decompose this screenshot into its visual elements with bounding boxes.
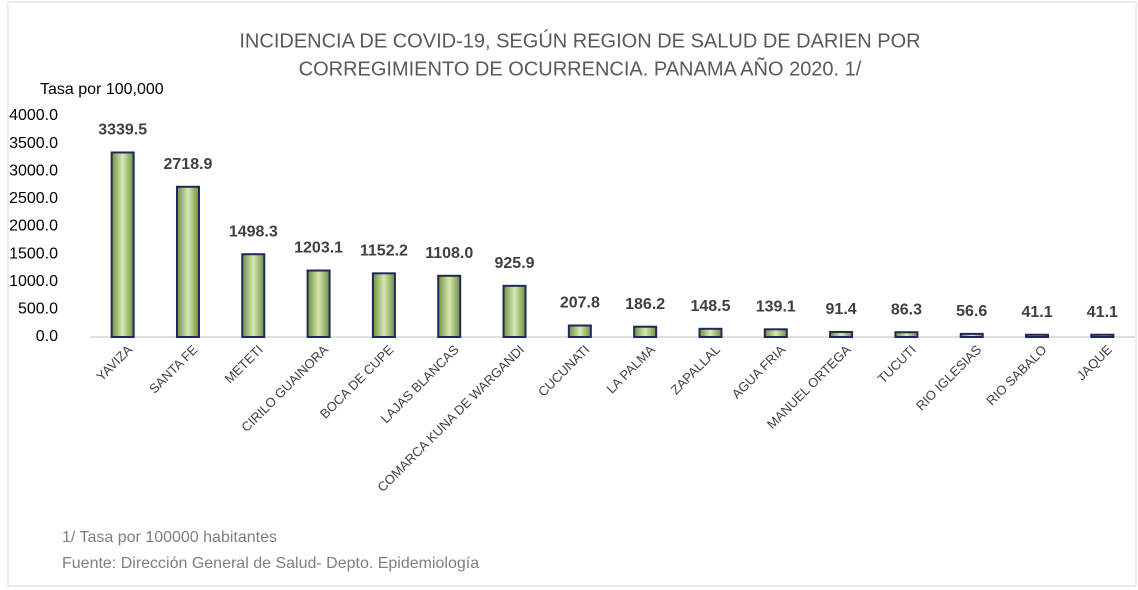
data-label: 1108.0 xyxy=(425,245,473,262)
source-note: Fuente: Dirección General de Salud- Dept… xyxy=(62,555,479,572)
chart-frame xyxy=(7,1,1137,587)
chart-title: CORREGIMIENTO DE OCURRENCIA. PANAMA AÑO … xyxy=(299,56,862,80)
footnote: 1/ Tasa por 100000 habitantes xyxy=(62,529,277,546)
data-label: 139.1 xyxy=(756,299,796,316)
bar xyxy=(110,151,135,338)
data-label: 1152.2 xyxy=(360,243,408,260)
data-label: 186.2 xyxy=(625,296,665,313)
bar xyxy=(894,331,919,339)
bar xyxy=(698,327,723,339)
data-label: 1498.3 xyxy=(229,223,278,240)
data-label: 41.1 xyxy=(1087,304,1118,321)
data-label: 91.4 xyxy=(826,301,857,318)
data-label: 2718.9 xyxy=(164,156,213,173)
data-label: 3339.5 xyxy=(98,122,147,139)
x-tick-label: CUCUNATI xyxy=(535,342,592,399)
bar xyxy=(437,274,462,338)
data-label: 86.3 xyxy=(891,301,922,318)
x-tick-label: AGUA FRIA xyxy=(729,342,789,402)
x-tick-label: METETI xyxy=(222,342,266,386)
data-label: 1203.1 xyxy=(294,240,343,257)
x-tick-label: ZAPALLAL xyxy=(668,342,723,397)
x-tick-label: RIO IGLESIAS xyxy=(913,342,985,414)
y-tick-label: 3500.0 xyxy=(9,135,58,152)
bar xyxy=(959,332,984,339)
bar xyxy=(241,253,266,338)
x-tick-label: SANTA FE xyxy=(146,342,201,397)
bar xyxy=(306,269,331,338)
x-tick-label: JAQUE xyxy=(1074,342,1115,383)
bar xyxy=(633,325,658,339)
y-tick-label: 0.0 xyxy=(36,328,58,345)
bar xyxy=(502,284,527,338)
y-tick-label: 4000.0 xyxy=(9,107,58,124)
data-label: 148.5 xyxy=(690,298,730,315)
y-tick-label: 500.0 xyxy=(18,301,58,318)
y-tick-label: 1000.0 xyxy=(9,273,58,290)
x-tick-label: TUCUTI xyxy=(875,342,919,386)
data-label: 925.9 xyxy=(495,255,535,272)
data-label: 207.8 xyxy=(560,295,600,312)
bar xyxy=(763,328,788,339)
x-tick-label: YAVIZA xyxy=(93,342,135,384)
data-label: 41.1 xyxy=(1021,304,1052,321)
x-tick-label: RIO SABALO xyxy=(983,342,1049,408)
y-tick-label: 1500.0 xyxy=(9,245,58,262)
y-axis-label: Tasa por 100,000 xyxy=(40,81,164,98)
bar xyxy=(567,324,592,338)
bar xyxy=(829,330,854,339)
y-tick-label: 2000.0 xyxy=(9,218,58,235)
bar xyxy=(1090,333,1115,338)
data-label: 56.6 xyxy=(956,303,987,320)
chart-title: INCIDENCIA DE COVID-19, SEGÚN REGION DE … xyxy=(239,29,920,52)
bar xyxy=(175,185,200,338)
bar xyxy=(1025,333,1050,338)
x-tick-label: LA PALMA xyxy=(603,342,658,397)
y-tick-label: 2500.0 xyxy=(9,190,58,207)
bar xyxy=(371,272,396,338)
x-tick-label: COMARCA KUNA DE WARGANDI xyxy=(374,342,527,495)
y-tick-label: 3000.0 xyxy=(9,162,58,179)
